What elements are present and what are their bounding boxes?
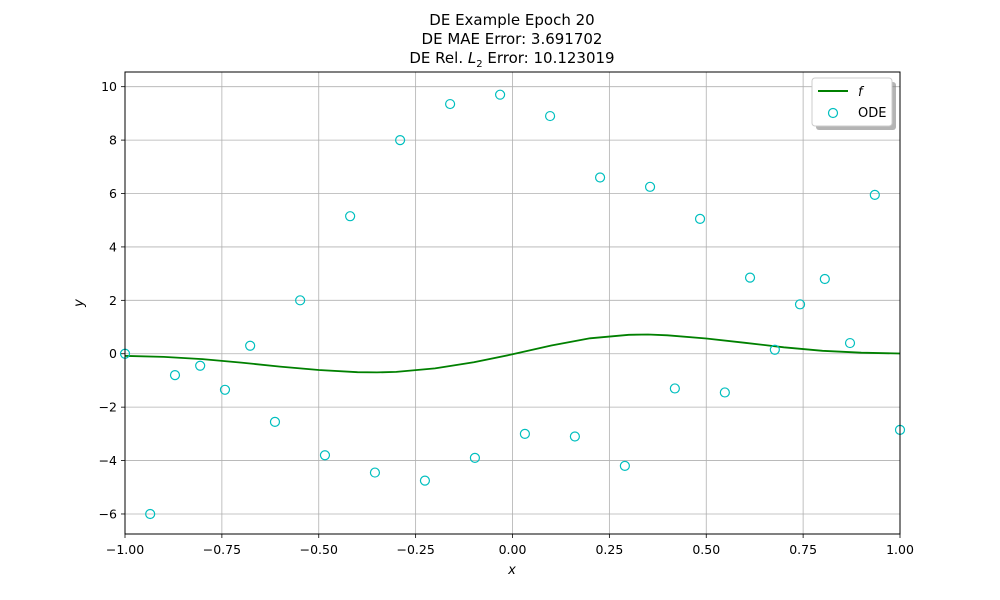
- chart-title: DE Example Epoch 20 DE MAE Error: 3.6917…: [409, 11, 614, 70]
- x-tick-label: 0.75: [789, 542, 817, 557]
- y-axis-label: y: [72, 299, 87, 308]
- x-tick-label: 0.50: [692, 542, 720, 557]
- ode-point: [544, 110, 556, 122]
- y-tick-label: −6: [99, 506, 117, 521]
- ode-point: [269, 416, 281, 427]
- ode-point: [769, 344, 780, 355]
- plot-series: [119, 89, 906, 520]
- title-l2-subscript: 2: [476, 59, 482, 70]
- title-l2-symbol: L: [468, 49, 476, 67]
- y-tick-label: 6: [109, 186, 117, 201]
- x-tick-label: 0.25: [595, 542, 623, 557]
- legend-label-ode: ODE: [858, 106, 886, 121]
- x-tick-label: −0.75: [203, 542, 241, 557]
- ode-point: [295, 295, 306, 306]
- x-axis-ticks: −1.00 −0.75 −0.50 −0.25 0.00 0.25 0.50 0.75 1.00: [106, 534, 914, 557]
- ode-point: [619, 460, 630, 472]
- series-line-f: [124, 333, 901, 374]
- ode-point: [419, 475, 431, 486]
- y-tick-label: 4: [109, 239, 117, 254]
- y-tick-label: 0: [109, 346, 117, 361]
- ode-point: [819, 273, 830, 285]
- ode-point: [844, 337, 856, 349]
- ode-point: [319, 450, 331, 461]
- ode-point: [219, 384, 231, 395]
- y-tick-label: 8: [109, 133, 117, 148]
- x-tick-label: −1.00: [106, 542, 144, 557]
- ode-point: [744, 272, 756, 283]
- title-l2-suffix: Error: 10.123019: [483, 49, 615, 67]
- title-line-epoch: DE Example Epoch 20: [429, 11, 594, 29]
- ode-point: [495, 89, 506, 100]
- y-tick-label: −4: [99, 453, 117, 468]
- y-tick-label: −2: [99, 400, 117, 415]
- x-tick-label: −0.50: [300, 542, 338, 557]
- ode-point: [369, 467, 381, 478]
- ode-point: [345, 211, 356, 222]
- ode-point: [644, 181, 656, 192]
- ode-point: [869, 189, 880, 200]
- ode-point: [245, 340, 256, 351]
- ode-point: [145, 508, 156, 520]
- title-line-l2: DE Rel. L2 Error: 10.123019: [409, 49, 614, 70]
- x-tick-label: 0.00: [499, 542, 527, 557]
- ode-point: [569, 431, 580, 442]
- ode-point: [395, 134, 406, 146]
- x-tick-label: 1.00: [886, 542, 914, 557]
- ode-point: [195, 360, 206, 371]
- ode-point: [794, 299, 806, 310]
- ode-point: [694, 213, 706, 224]
- legend-marker-swatch: [827, 107, 839, 119]
- ode-point: [594, 172, 606, 183]
- y-axis-ticks: −6 −4 −2 0 2 4 6 8 10: [99, 79, 125, 521]
- title-l2-prefix: DE Rel.: [409, 49, 467, 67]
- legend-label-f: f: [858, 85, 865, 100]
- grid-lines: [124, 72, 901, 534]
- x-axis-label: x: [507, 563, 516, 578]
- ode-point: [469, 452, 481, 463]
- y-tick-label: 2: [109, 293, 117, 308]
- ode-point: [519, 428, 531, 439]
- ode-point: [719, 387, 730, 398]
- ode-point: [169, 370, 181, 381]
- ode-point: [445, 98, 456, 110]
- legend: f ODE: [811, 77, 896, 130]
- y-tick-label: 10: [101, 79, 117, 94]
- ode-point: [669, 383, 680, 394]
- x-tick-label: −0.25: [396, 542, 434, 557]
- title-line-mae: DE MAE Error: 3.691702: [422, 30, 603, 48]
